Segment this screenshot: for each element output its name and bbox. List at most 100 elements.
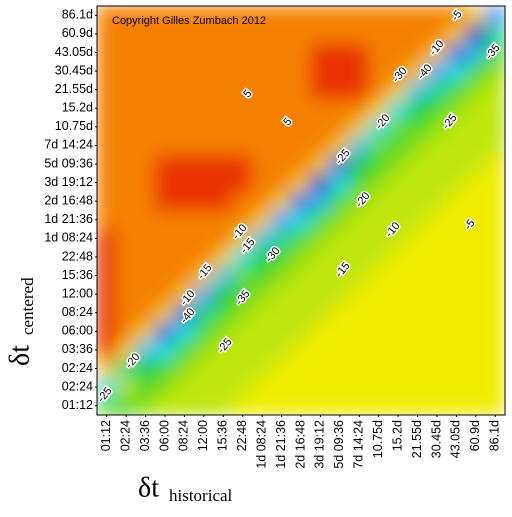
heat-cell (251, 98, 273, 119)
heat-cell (174, 135, 195, 156)
heat-cell (232, 377, 253, 397)
heat-cell (154, 172, 176, 193)
y-tick-label: 02:24 (62, 361, 93, 375)
heat-cell (387, 302, 409, 323)
heat-cell (97, 265, 117, 286)
heat-cell (97, 358, 117, 379)
heat-cell (387, 265, 409, 286)
y-tick-label: 02:24 (62, 379, 93, 393)
heat-cell (310, 61, 331, 81)
heat-cell (368, 265, 389, 286)
heat-cell (193, 340, 215, 360)
heat-cell (271, 61, 292, 81)
heat-cell (485, 210, 505, 230)
heat-cell (115, 117, 137, 137)
heat-cell (135, 265, 156, 286)
heat-cell (213, 154, 234, 174)
heat-cell (446, 42, 467, 63)
heatmap-cells (97, 6, 505, 415)
heat-cell (349, 172, 370, 193)
x-tick-label: 02:24 (118, 420, 132, 451)
heat-cell (154, 321, 176, 342)
heat-cell (193, 42, 215, 63)
heat-cell (426, 377, 448, 397)
heat-cell (193, 6, 215, 26)
heat-cell (329, 117, 351, 137)
heat-cell (485, 172, 505, 193)
heat-cell (97, 247, 117, 267)
x-tick-label: 03:36 (138, 420, 152, 451)
x-tick-label: 3d 19:12 (313, 420, 327, 469)
heat-cell (446, 340, 467, 360)
heat-cell (485, 117, 505, 137)
heat-cell (407, 24, 428, 44)
heat-cell (368, 98, 389, 119)
heat-cell (115, 154, 137, 174)
heat-cell (465, 265, 487, 286)
heat-cell (329, 154, 351, 174)
y-tick-label: 2d 16:48 (44, 194, 93, 208)
heat-cell (426, 6, 448, 26)
heat-cell (115, 358, 137, 379)
x-tick-label: 01:12 (99, 420, 113, 451)
heat-cell (213, 210, 234, 230)
heat-cell (251, 24, 273, 44)
heat-cell (115, 284, 137, 304)
heat-cell (485, 302, 505, 323)
heat-cell (329, 42, 351, 63)
heat-cell (310, 191, 331, 211)
heat-cell (407, 172, 428, 193)
heat-cell (115, 340, 137, 360)
heat-cell (251, 61, 273, 81)
y-tick-label: 15.2d (62, 101, 93, 115)
heat-cell (446, 228, 467, 249)
heat-cell (97, 210, 117, 230)
heat-cell (271, 6, 292, 26)
heat-cell (213, 172, 234, 193)
y-tick-label: 60.9d (62, 26, 93, 40)
heat-cell (135, 42, 156, 63)
heat-cell (290, 79, 312, 100)
heat-cell (154, 154, 176, 174)
heat-cell (465, 377, 487, 397)
y-tick-label: 22:48 (62, 249, 93, 263)
heat-cell (193, 24, 215, 44)
heat-cell (174, 265, 195, 286)
heat-cell (290, 42, 312, 63)
heat-cell (154, 340, 176, 360)
y-tick-label: 15:36 (62, 268, 93, 282)
heat-cell (271, 42, 292, 63)
heat-cell (446, 358, 467, 379)
heat-cell (193, 210, 215, 230)
heat-cell (387, 191, 409, 211)
heat-cell (232, 79, 253, 100)
heat-cell (387, 61, 409, 81)
heat-cell (485, 228, 505, 249)
heat-cell (310, 79, 331, 100)
heat-cell (271, 24, 292, 44)
heat-cell (407, 284, 428, 304)
heat-cell (407, 377, 428, 397)
x-tick-label: 15:36 (216, 420, 230, 451)
heat-cell (329, 135, 351, 156)
heat-cell (349, 321, 370, 342)
heat-cell (154, 265, 176, 286)
y-tick-label: 10.75d (55, 119, 93, 133)
heat-cell (193, 154, 215, 174)
heat-cell (485, 24, 505, 44)
heat-cell (251, 135, 273, 156)
heat-cell (407, 247, 428, 267)
x-tick-label: 86.1d (488, 420, 502, 451)
heat-cell (193, 117, 215, 137)
heat-cell (115, 6, 137, 26)
heat-cell (446, 98, 467, 119)
heat-cell (310, 6, 331, 26)
heat-cell (446, 24, 467, 44)
heat-cell (154, 6, 176, 26)
heat-cell (387, 395, 409, 415)
x-tick-label: 21.55d (410, 420, 424, 458)
heat-cell (426, 265, 448, 286)
heat-cell (368, 302, 389, 323)
heat-cell (271, 284, 292, 304)
heat-cell (426, 154, 448, 174)
